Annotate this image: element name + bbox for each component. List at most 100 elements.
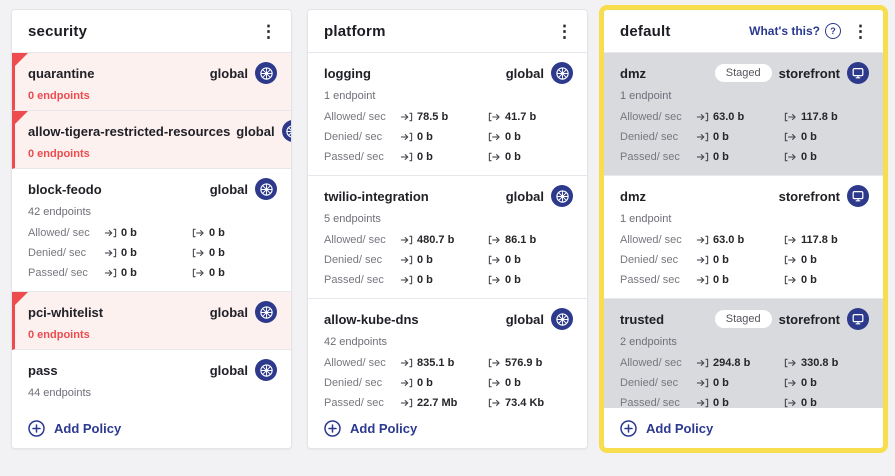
add-policy-button[interactable]: Add Policy — [324, 419, 417, 437]
add-policy-button[interactable]: Add Policy — [620, 419, 713, 437]
ingress-icon — [400, 358, 413, 368]
global-scope-icon — [551, 62, 573, 84]
egress-value: 117.8 b — [801, 234, 838, 246]
egress-icon — [488, 398, 500, 408]
tier-menu-button[interactable]: ⋮ — [260, 21, 277, 41]
ingress-value: 0 b — [121, 247, 137, 259]
policy-card[interactable]: dmz Staged storefront 1 endpoint Allowed… — [604, 53, 883, 176]
egress-icon — [784, 358, 796, 368]
stat-row: Passed/ sec 0 b 0 b — [28, 263, 277, 283]
endpoint-count: 0 endpoints — [28, 90, 90, 102]
endpoint-count: 0 endpoints — [28, 148, 90, 160]
ingress-icon — [400, 255, 413, 265]
policy-scope-label: storefront — [778, 65, 840, 81]
egress-value: 0 b — [505, 131, 521, 143]
traffic-stats: Allowed/ sec 78.5 b 41.7 b Denied/ sec — [324, 107, 573, 167]
ingress-icon — [696, 235, 709, 245]
policy-card[interactable]: allow-tigera-restricted-resources global… — [12, 111, 291, 169]
staged-badge: Staged — [714, 64, 772, 82]
column-footer: Add Policy — [12, 408, 291, 448]
tier-column-platform: platform ⋮ logging global — [307, 9, 588, 449]
egress-icon — [784, 152, 796, 162]
policy-card[interactable]: dmz storefront 1 endpoint Allowed/ sec — [604, 176, 883, 299]
tier-title: default — [620, 22, 671, 40]
endpoint-count: 0 endpoints — [28, 329, 90, 341]
ingress-icon — [696, 112, 709, 122]
policy-name: quarantine — [28, 65, 95, 81]
egress-value: 86.1 b — [505, 234, 537, 246]
egress-value: 117.8 b — [801, 111, 838, 123]
egress-icon — [192, 228, 204, 238]
policy-scope-label: global — [236, 123, 275, 139]
ingress-value: 0 b — [713, 254, 729, 266]
stat-label: Allowed/ sec — [324, 234, 386, 246]
traffic-stats: Allowed/ sec 835.1 b 576.9 b Denied/ sec — [324, 353, 573, 408]
policy-name: pci-whitelist — [28, 304, 104, 320]
policy-name: logging — [324, 65, 371, 81]
plus-circle-icon — [28, 419, 45, 437]
policy-card[interactable]: pci-whitelist global 0 endpoints — [12, 292, 291, 350]
stat-row: Denied/ sec 0 b 0 b — [324, 127, 573, 147]
policy-name: trusted — [620, 311, 665, 327]
namespace-scope-icon — [847, 62, 869, 84]
add-policy-button[interactable]: Add Policy — [28, 419, 121, 437]
egress-value: 330.8 b — [801, 357, 839, 369]
egress-icon — [488, 378, 500, 388]
plus-circle-icon — [620, 419, 637, 437]
ingress-value: 0 b — [417, 274, 433, 286]
egress-value: 0 b — [209, 247, 225, 259]
endpoint-count: 1 endpoint — [324, 90, 376, 102]
policy-scope-label: global — [505, 311, 544, 327]
policy-scope-label: global — [209, 181, 248, 197]
policy-scope-label: global — [505, 188, 544, 204]
policy-scope-label: storefront — [778, 188, 840, 204]
policy-card[interactable]: logging global 1 endpoint Allowed/ sec — [308, 53, 587, 176]
policy-card[interactable]: allow-kube-dns global 42 endpoints Allow… — [308, 299, 587, 408]
policy-card[interactable]: quarantine global 0 endpoints — [12, 53, 291, 111]
egress-icon — [784, 132, 796, 142]
policy-card[interactable]: block-feodo global 42 endpoints Allowed/… — [12, 169, 291, 292]
egress-icon — [488, 255, 500, 265]
ingress-icon — [696, 378, 709, 388]
tier-menu-button[interactable]: ⋮ — [556, 21, 573, 41]
egress-icon — [784, 398, 796, 408]
global-scope-icon — [255, 301, 277, 323]
ingress-icon — [696, 275, 709, 285]
policy-card[interactable]: trusted Staged storefront 2 endpoints Al… — [604, 299, 883, 408]
endpoint-count: 1 endpoint — [620, 213, 672, 225]
egress-value: 0 b — [505, 274, 521, 286]
ingress-icon — [400, 152, 413, 162]
stat-row: Passed/ sec 0 b 0 b — [324, 147, 573, 167]
stat-row: Denied/ sec 0 b 0 b — [620, 127, 869, 147]
stat-label: Allowed/ sec — [28, 227, 90, 239]
whats-this-link[interactable]: What's this? ? — [749, 23, 841, 39]
policy-card[interactable]: pass global 44 endpoints Allowed/ sec — [12, 350, 291, 408]
stat-row: Allowed/ sec 63.0 b 117.8 b — [620, 230, 869, 250]
egress-value: 0 b — [801, 397, 817, 408]
egress-value: 576.9 b — [505, 357, 543, 369]
egress-value: 0 b — [801, 131, 817, 143]
stat-label: Allowed/ sec — [324, 357, 386, 369]
egress-value: 0 b — [505, 151, 521, 163]
ingress-icon — [400, 378, 413, 388]
policy-name: allow-kube-dns — [324, 311, 419, 327]
egress-icon — [784, 112, 796, 122]
egress-value: 0 b — [801, 377, 817, 389]
ingress-icon — [104, 268, 117, 278]
ingress-value: 0 b — [417, 131, 433, 143]
policy-name: twilio-integration — [324, 188, 429, 204]
tier-column-default: default What's this? ? ⋮ dmz Staged stor… — [603, 9, 884, 449]
tier-header: platform ⋮ — [308, 10, 587, 53]
policy-card[interactable]: twilio-integration global 5 endpoints Al… — [308, 176, 587, 299]
ingress-value: 0 b — [713, 151, 729, 163]
stat-row: Allowed/ sec 480.7 b 86.1 b — [324, 230, 573, 250]
traffic-stats: Allowed/ sec 0 b 0 b Denied/ sec — [28, 404, 277, 408]
tier-menu-button[interactable]: ⋮ — [852, 21, 869, 41]
ingress-icon — [400, 112, 413, 122]
policy-scope-label: global — [505, 65, 544, 81]
policy-scope-label: global — [209, 362, 248, 378]
ingress-value: 0 b — [417, 377, 433, 389]
endpoint-count: 42 endpoints — [324, 336, 387, 348]
ingress-value: 835.1 b — [417, 357, 455, 369]
stat-label: Allowed/ sec — [620, 111, 682, 123]
